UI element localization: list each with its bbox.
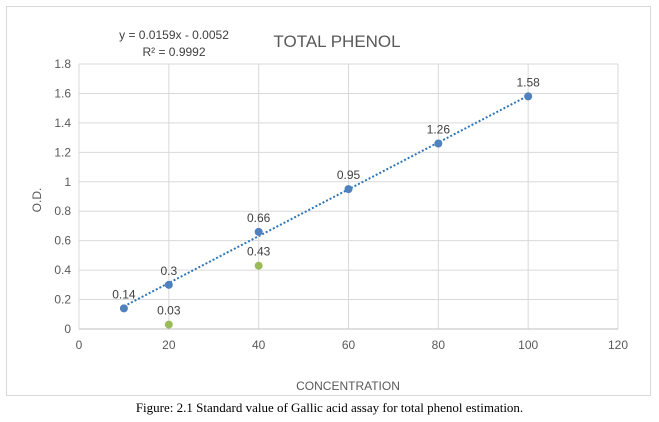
axes: 0 0.2 0.4 0.6 0.8 1 1.2 1.4 1.6 1.8 0 20 40 60 80 100 12… xyxy=(54,57,628,352)
chart-title: TOTAL PHENOL xyxy=(273,32,400,51)
data-point xyxy=(524,92,533,101)
y-tick-label: 1.8 xyxy=(54,57,71,71)
y-axis-title: O.D. xyxy=(30,188,44,213)
trendline-r-squared: R² = 0.9992 xyxy=(142,45,205,59)
data-label: 0.66 xyxy=(247,211,271,225)
x-axis-title: CONCENTRATION xyxy=(296,379,400,393)
y-tick-label: 1.4 xyxy=(54,116,71,130)
data-point xyxy=(164,280,173,289)
x-tick-label: 120 xyxy=(608,338,628,352)
data-label: 0.14 xyxy=(112,287,136,301)
data-label: 0.3 xyxy=(160,264,177,278)
x-tick-label: 80 xyxy=(432,338,446,352)
data-label: 1.26 xyxy=(427,123,451,137)
y-tick-label: 0.2 xyxy=(54,293,71,307)
y-tick-label: 1.2 xyxy=(54,145,71,159)
data-point xyxy=(164,320,173,329)
y-tick-label: 0.4 xyxy=(54,263,71,277)
y-tick-label: 0.8 xyxy=(54,204,71,218)
figure-caption: Figure: 2.1 Standard value of Gallic aci… xyxy=(135,400,524,415)
data-points xyxy=(119,92,533,329)
data-labels: 0.14 0.3 0.66 0.95 1.26 1.58 0.03 0.43 xyxy=(112,75,540,317)
data-point xyxy=(254,227,263,236)
x-tick-label: 0 xyxy=(76,338,83,352)
data-label: 0.95 xyxy=(337,168,361,182)
y-tick-label: 1.6 xyxy=(54,86,71,100)
data-point xyxy=(254,261,263,270)
data-point xyxy=(344,185,353,194)
grid-lines xyxy=(79,63,619,329)
x-tick-label: 20 xyxy=(162,338,176,352)
y-tick-label: 1 xyxy=(64,175,71,189)
chart-svg: 0 0.2 0.4 0.6 0.8 1 1.2 1.4 1.6 1.8 0 20 40 60 80 100 12… xyxy=(30,28,628,393)
x-tick-label: 60 xyxy=(342,338,356,352)
trendline-equation: y = 0.0159x - 0.0052 xyxy=(119,28,229,42)
chart-frame: 0 0.2 0.4 0.6 0.8 1 1.2 1.4 1.6 1.8 0 20 40 60 80 100 12… xyxy=(6,6,651,396)
trendline-layer xyxy=(123,94,529,308)
y-tick-label: 0.6 xyxy=(54,234,71,248)
data-label: 0.43 xyxy=(247,245,271,259)
data-point xyxy=(434,139,443,148)
x-tick-label: 40 xyxy=(252,338,266,352)
trendline xyxy=(123,94,529,308)
data-point xyxy=(119,304,128,313)
x-tick-label: 100 xyxy=(518,338,538,352)
y-tick-label: 0 xyxy=(64,322,71,336)
data-label: 0.03 xyxy=(157,304,181,318)
data-label: 1.58 xyxy=(516,75,540,89)
